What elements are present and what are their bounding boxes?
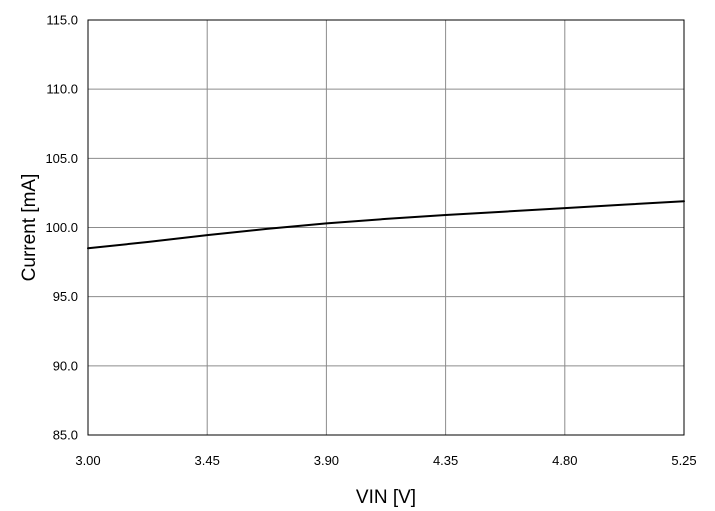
x-tick-label: 3.45 — [195, 453, 220, 468]
grid-lines — [88, 20, 684, 435]
y-tick-label: 95.0 — [53, 289, 78, 304]
plot-frame — [87, 19, 685, 436]
y-tick-labels: 85.0 90.0 95.0 100.0 105.0 110.0 115.0 — [45, 13, 78, 443]
x-axis-title: VIN [V] — [356, 487, 416, 508]
y-tick-label: 115.0 — [46, 13, 78, 28]
y-tick-label: 100.0 — [45, 220, 78, 235]
series-layer — [87, 200, 685, 250]
x-tick-labels: 3.00 3.45 3.90 4.35 4.80 5.25 — [75, 453, 696, 468]
y-tick-label: 110.0 — [46, 82, 78, 97]
x-tick-label: 3.00 — [75, 453, 100, 468]
y-axis-title: Current [mA] — [19, 174, 40, 282]
x-tick-label: 5.25 — [671, 453, 696, 468]
x-tick-label: 4.35 — [433, 453, 458, 468]
series-line — [87, 200, 685, 250]
y-tick-label: 105.0 — [45, 151, 78, 166]
x-tick-label: 4.80 — [552, 453, 577, 468]
y-tick-label: 85.0 — [53, 428, 78, 443]
x-tick-label: 3.90 — [314, 453, 339, 468]
y-tick-label: 90.0 — [53, 358, 78, 373]
